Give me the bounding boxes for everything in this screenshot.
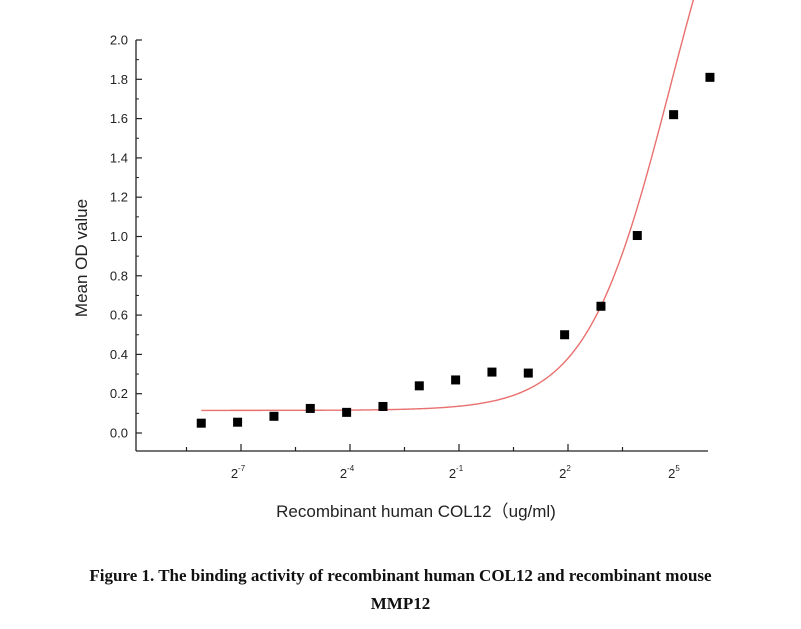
data-points-layer	[196, 72, 715, 428]
y-axis-title: Mean OD value	[72, 199, 91, 317]
data-point	[305, 403, 315, 413]
data-point	[596, 301, 606, 311]
x-tick-label: 2-4	[340, 464, 355, 481]
y-tick-label: 0.0	[110, 426, 128, 441]
y-tick-label: 0.6	[110, 308, 128, 323]
x-tick-label: 22	[559, 464, 571, 481]
data-point	[196, 418, 206, 428]
caption-line-2: MMP12	[370, 594, 431, 613]
x-tick-label: 2-1	[449, 464, 464, 481]
y-tick-label: 0.8	[110, 268, 128, 283]
y-tick-label: 1.4	[110, 150, 128, 165]
data-point	[414, 381, 424, 391]
fit-curve	[201, 0, 695, 412]
x-axis: 2-7 2-4 2-1 22 25	[136, 444, 708, 481]
figure-caption: Figure 1. The binding activity of recomb…	[0, 562, 801, 618]
data-point	[705, 72, 715, 82]
x-axis-title: Recombinant human COL12（ug/ml)	[276, 502, 556, 521]
data-point	[342, 407, 352, 417]
y-tick-label: 0.2	[110, 386, 128, 401]
data-point	[378, 401, 388, 411]
data-point	[632, 231, 642, 241]
y-axis: 0.0 0.2 0.4 0.6 0.8 1.0 1.2 1.4 1.6 1.8 2.0	[110, 33, 142, 451]
y-tick-label: 0.4	[110, 347, 128, 362]
x-tick-label: 2-7	[231, 464, 246, 481]
data-point	[233, 417, 243, 427]
data-point	[669, 110, 679, 120]
binding-activity-chart: 0.0 0.2 0.4 0.6 0.8 1.0 1.2 1.4 1.6 1.8 2.0 2-7 2-4…	[72, 0, 715, 521]
y-tick-label: 2.0	[110, 33, 128, 48]
y-tick-label: 1.6	[110, 111, 128, 126]
caption-line-1: Figure 1. The binding activity of recomb…	[89, 566, 712, 585]
y-tick-label: 1.2	[110, 190, 128, 205]
y-tick-label: 1.8	[110, 72, 128, 87]
data-point	[523, 368, 533, 378]
y-tick-label: 1.0	[110, 229, 128, 244]
fit-curve-layer	[201, 0, 695, 412]
x-tick-label: 25	[668, 464, 680, 481]
data-point	[269, 411, 279, 421]
data-point	[451, 375, 461, 385]
data-point	[560, 330, 570, 340]
data-point	[487, 367, 497, 377]
